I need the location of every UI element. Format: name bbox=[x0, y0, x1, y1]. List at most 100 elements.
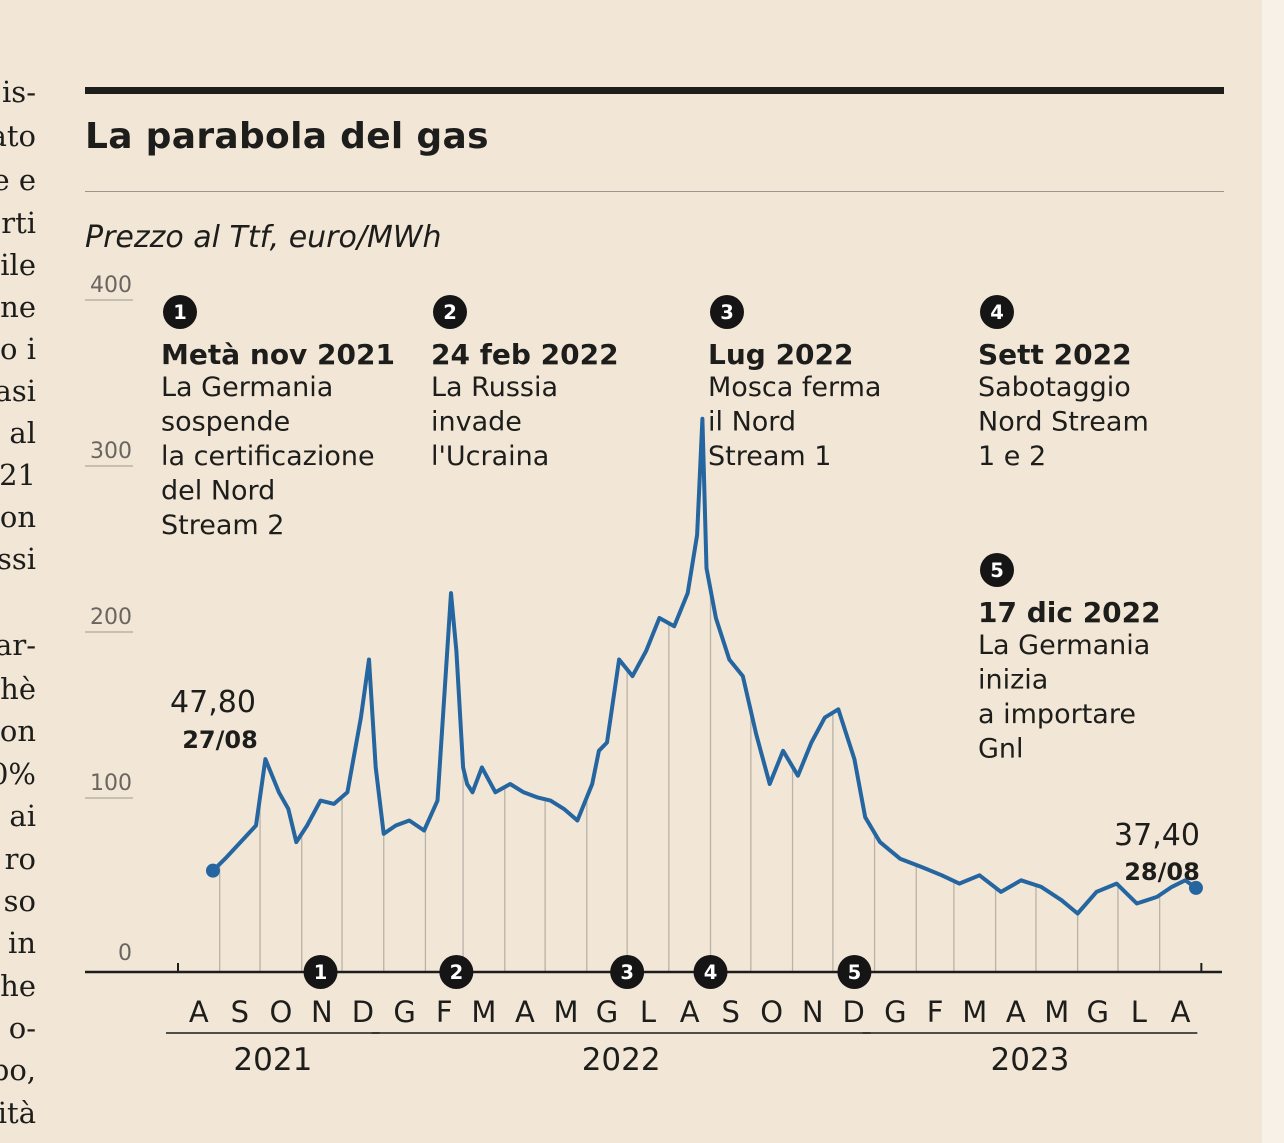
y-tick-label: 400 bbox=[90, 273, 132, 298]
x-month-label: G bbox=[1087, 995, 1109, 1029]
y-tick-label: 300 bbox=[90, 439, 132, 464]
event-text: La Germania bbox=[978, 630, 1150, 661]
event-text: Stream 2 bbox=[161, 510, 284, 541]
article-text-fragment: asi bbox=[0, 374, 36, 408]
axis-event-marker-1: 1 bbox=[303, 955, 338, 989]
page-edge bbox=[1262, 0, 1284, 1143]
article-text-fragment: hè bbox=[0, 672, 36, 706]
x-year-label: 2022 bbox=[582, 1042, 661, 1078]
x-month-label: D bbox=[843, 995, 865, 1029]
article-text-fragment: 21 bbox=[0, 458, 36, 492]
event-heading: 24 feb 2022 bbox=[431, 338, 619, 371]
event-badge-5: 5 bbox=[980, 553, 1014, 587]
event-text: La Germania bbox=[161, 372, 333, 403]
x-month-label: A bbox=[680, 995, 700, 1029]
x-month-label: O bbox=[760, 995, 783, 1029]
event-heading: Lug 2022 bbox=[708, 338, 854, 371]
axis-event-marker-5: 5 bbox=[837, 955, 872, 989]
y-tick-label: 200 bbox=[90, 605, 132, 630]
x-month-label: G bbox=[393, 995, 415, 1029]
start-date-label: 27/08 bbox=[182, 726, 258, 754]
x-month-label: M bbox=[962, 995, 987, 1029]
x-month-label: A bbox=[1171, 995, 1191, 1029]
article-text-fragment: ssi bbox=[0, 542, 36, 576]
event-text: Stream 1 bbox=[708, 441, 831, 472]
event-text: del Nord bbox=[161, 476, 275, 507]
event-text: inizia bbox=[978, 665, 1048, 696]
x-month-label: M bbox=[553, 995, 578, 1029]
top-rule bbox=[85, 87, 1224, 94]
svg-text:5: 5 bbox=[848, 961, 862, 984]
x-month-label: M bbox=[471, 995, 496, 1029]
axis-event-marker-2: 2 bbox=[439, 955, 474, 989]
y-tick-label: 0 bbox=[118, 941, 132, 966]
x-month-label: G bbox=[884, 995, 906, 1029]
article-text-fragment: is- bbox=[2, 75, 36, 109]
title-divider bbox=[85, 191, 1224, 192]
end-point-marker bbox=[1188, 880, 1203, 895]
x-year-label: 2023 bbox=[991, 1042, 1070, 1078]
event-text: sospende bbox=[161, 407, 290, 438]
event-badge-3: 3 bbox=[710, 295, 744, 329]
event-text: a importare bbox=[978, 699, 1136, 730]
event-text: invade bbox=[431, 407, 522, 438]
svg-text:1: 1 bbox=[314, 961, 328, 984]
article-text-fragment: o- bbox=[8, 1011, 36, 1045]
article-text-fragment: e e bbox=[0, 163, 36, 197]
event-text: Mosca ferma bbox=[708, 372, 881, 403]
y-tick-label: 100 bbox=[90, 771, 132, 796]
chart-subtitle: Prezzo al Ttf, euro/MWh bbox=[85, 220, 442, 255]
article-text-fragment: so bbox=[3, 884, 36, 918]
event-heading: Metà nov 2021 bbox=[161, 338, 395, 371]
article-text-fragment: ai bbox=[9, 799, 36, 833]
svg-text:2: 2 bbox=[443, 301, 457, 324]
event-badge-1: 1 bbox=[163, 295, 197, 329]
start-point-marker bbox=[205, 863, 220, 878]
svg-text:2: 2 bbox=[450, 961, 464, 984]
svg-text:4: 4 bbox=[990, 301, 1004, 324]
article-text-fragment: he bbox=[0, 969, 36, 1003]
x-month-label: F bbox=[436, 995, 453, 1029]
event-text: il Nord bbox=[708, 407, 796, 438]
x-month-label: A bbox=[515, 995, 535, 1029]
price-line bbox=[211, 416, 1198, 916]
event-text: La Russia bbox=[431, 372, 558, 403]
x-month-label: G bbox=[596, 995, 618, 1029]
svg-text:5: 5 bbox=[990, 559, 1004, 582]
article-text-fragment: on bbox=[0, 714, 36, 748]
article-text-fragment: ato bbox=[0, 119, 36, 153]
article-text-fragment: ne bbox=[0, 290, 36, 324]
article-text-fragment: 0% bbox=[0, 757, 36, 791]
event-heading: Sett 2022 bbox=[978, 338, 1132, 371]
event-heading: 17 dic 2022 bbox=[978, 596, 1161, 629]
svg-text:4: 4 bbox=[704, 961, 718, 984]
x-month-label: D bbox=[352, 995, 374, 1029]
event-badge-2: 2 bbox=[433, 295, 467, 329]
x-month-label: S bbox=[721, 995, 739, 1029]
vertical-gridlines bbox=[219, 589, 1161, 972]
chart-title: La parabola del gas bbox=[85, 116, 489, 157]
data-labels: 47,80 27/08 37,40 28/08 bbox=[170, 685, 1200, 886]
article-text-fragment: rti bbox=[1, 206, 36, 240]
article-text-fragment: ile bbox=[0, 248, 36, 282]
article-text-fragment: ro bbox=[4, 842, 36, 876]
axis-event-marker-3: 3 bbox=[610, 955, 645, 989]
svg-text:3: 3 bbox=[620, 961, 634, 984]
article-text-fragment: po, bbox=[0, 1053, 36, 1087]
article-text-fragment: o i bbox=[0, 332, 36, 366]
event-text: la certificazione bbox=[161, 441, 375, 472]
axis-event-marker-4: 4 bbox=[693, 955, 728, 989]
x-month-label: L bbox=[1131, 995, 1147, 1029]
event-badge-4: 4 bbox=[980, 295, 1014, 329]
svg-text:1: 1 bbox=[173, 301, 187, 324]
start-value-label: 47,80 bbox=[170, 685, 256, 720]
x-month-label: M bbox=[1044, 995, 1069, 1029]
article-text-fragment: ità bbox=[0, 1096, 36, 1130]
x-month-label: O bbox=[269, 995, 292, 1029]
x-year-label: 2021 bbox=[233, 1042, 312, 1078]
x-month-label: S bbox=[231, 995, 249, 1029]
article-text-column: is-ato e e rti ile ne o i asi , al 21 on ssi ar-hè o… bbox=[0, 0, 40, 1143]
article-text-fragment: on bbox=[0, 500, 36, 534]
